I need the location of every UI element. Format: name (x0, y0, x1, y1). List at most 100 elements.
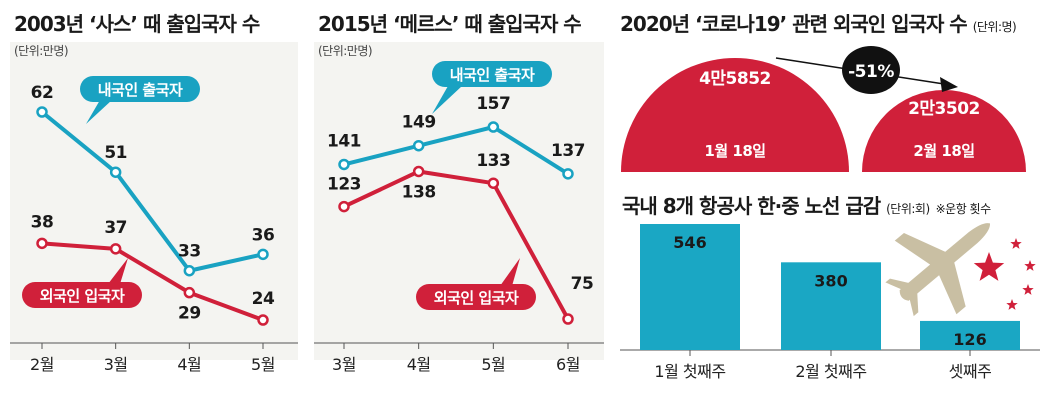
x-tick-label: 4월 (407, 355, 431, 374)
bar-category-label: 1월 첫째주 (654, 362, 725, 381)
data-point (257, 248, 269, 261)
bar (781, 262, 881, 350)
title-mers: 2015년 ‘메르스’ 때 출입국자 수 (318, 12, 582, 36)
data-label: 141 (327, 131, 361, 151)
callout-box (80, 76, 200, 102)
x-tick-label: 2월 (30, 355, 54, 374)
data-point (562, 168, 574, 180)
change-label: -51% (848, 62, 894, 82)
x-tick-label: 5월 (481, 355, 505, 374)
legend-callout-foreign: 외국인 입국자 (22, 258, 142, 308)
legend-callout-domestic: 내국인 출국자 (432, 61, 552, 114)
series-line-domestic (40, 110, 264, 273)
callout-pointer (86, 100, 112, 124)
data-point (36, 106, 48, 118)
bar-value-label: 546 (673, 233, 706, 252)
bar-value-label: 380 (814, 271, 847, 290)
data-point (183, 264, 196, 277)
data-label: 36 (252, 225, 275, 245)
data-point (412, 139, 425, 152)
x-tick-label: 4월 (177, 355, 201, 374)
unit-covid: (단위:명) (972, 20, 1017, 34)
airplane-tail (909, 292, 919, 317)
callout-pointer (500, 258, 520, 286)
callout-box (22, 282, 142, 308)
data-point (183, 286, 196, 299)
data-label: 51 (104, 143, 127, 163)
title-routes-text: 국내 8개 항공사 한·중 노선 급감 (622, 194, 881, 218)
series-line-foreign (343, 169, 570, 320)
date-label-jan: 1월 18일 (704, 142, 765, 160)
callout-box (432, 61, 552, 87)
china-flag-star-icon (1022, 284, 1034, 295)
title-routes: 국내 8개 항공사 한·중 노선 급감 (단위:회) ※운항 횟수 (622, 190, 991, 219)
x-tick-label: 6월 (556, 355, 580, 374)
callout-label: 외국인 입국자 (40, 287, 125, 305)
legend-callout-foreign: 외국인 입국자 (416, 258, 536, 310)
airplane-wing (938, 261, 966, 315)
data-point (109, 243, 122, 255)
data-label: 75 (571, 274, 594, 294)
data-label: 137 (551, 141, 585, 161)
china-flag-star-icon (1010, 238, 1022, 249)
data-label: 33 (178, 242, 201, 262)
data-point (257, 314, 269, 326)
semicircle-jan (621, 58, 849, 172)
data-label: 149 (402, 113, 436, 133)
data-label: 133 (476, 151, 510, 171)
x-tick-label: 5월 (251, 355, 275, 374)
callout-label: 외국인 입국자 (434, 289, 519, 307)
airplane-icon (885, 223, 990, 317)
note-routes: ※운항 횟수 (935, 202, 992, 216)
x-tick-label: 3월 (104, 355, 128, 374)
data-label: 24 (252, 289, 275, 309)
callout-label: 내국인 출국자 (98, 81, 183, 99)
x-tick-label: 3월 (332, 355, 356, 374)
unit-mers: (단위:만명) (318, 44, 373, 58)
data-point (487, 121, 500, 133)
data-label: 29 (178, 304, 201, 324)
data-point (36, 237, 48, 250)
bar-value-label: 126 (953, 330, 986, 349)
airplane-tail (885, 278, 910, 290)
date-label-feb: 2월 18일 (913, 142, 974, 160)
change-arrow-head (940, 77, 958, 92)
data-label: 37 (104, 218, 127, 238)
china-flag-star-icon (973, 252, 1005, 281)
data-label: 157 (476, 94, 510, 114)
semicircle-feb (862, 90, 1026, 172)
callout-pointer (108, 258, 128, 284)
title-covid: 2020년 ‘코로나19’ 관련 외국인 입국자 수 (단위:명) (620, 8, 1017, 37)
data-point (562, 313, 574, 325)
legend-callout-domestic: 내국인 출국자 (80, 76, 200, 124)
value-label-jan: 4만5852 (699, 69, 771, 89)
series-line-foreign (41, 241, 264, 322)
change-badge (842, 46, 900, 94)
title-sars: 2003년 ‘사스’ 때 출입국자 수 (14, 12, 260, 36)
bar (640, 224, 740, 350)
title-covid-text: 2020년 ‘코로나19’ 관련 외국인 입국자 수 (620, 12, 968, 36)
value-label-feb: 2만3502 (908, 99, 980, 119)
data-label: 38 (31, 212, 54, 232)
data-point (338, 158, 350, 171)
callout-label: 내국인 출국자 (450, 66, 535, 84)
unit-sars: (단위:만명) (14, 44, 69, 58)
callout-box (416, 284, 536, 310)
china-flag-star-icon (1006, 299, 1018, 310)
airplane-fuselage (899, 223, 990, 301)
china-flag-star-icon (1024, 260, 1036, 271)
bar-category-label: 2월 첫째주 (795, 362, 866, 381)
series-line-domestic (343, 125, 570, 176)
bar (920, 320, 1020, 350)
data-label: 123 (327, 175, 361, 195)
data-point (412, 165, 425, 178)
callout-pointer (432, 86, 462, 114)
data-point (487, 177, 500, 189)
airplane-wing (894, 232, 947, 266)
data-point (109, 166, 122, 178)
unit-routes: (단위:회) (886, 202, 930, 216)
data-point (338, 200, 350, 213)
data-label: 138 (402, 182, 436, 202)
